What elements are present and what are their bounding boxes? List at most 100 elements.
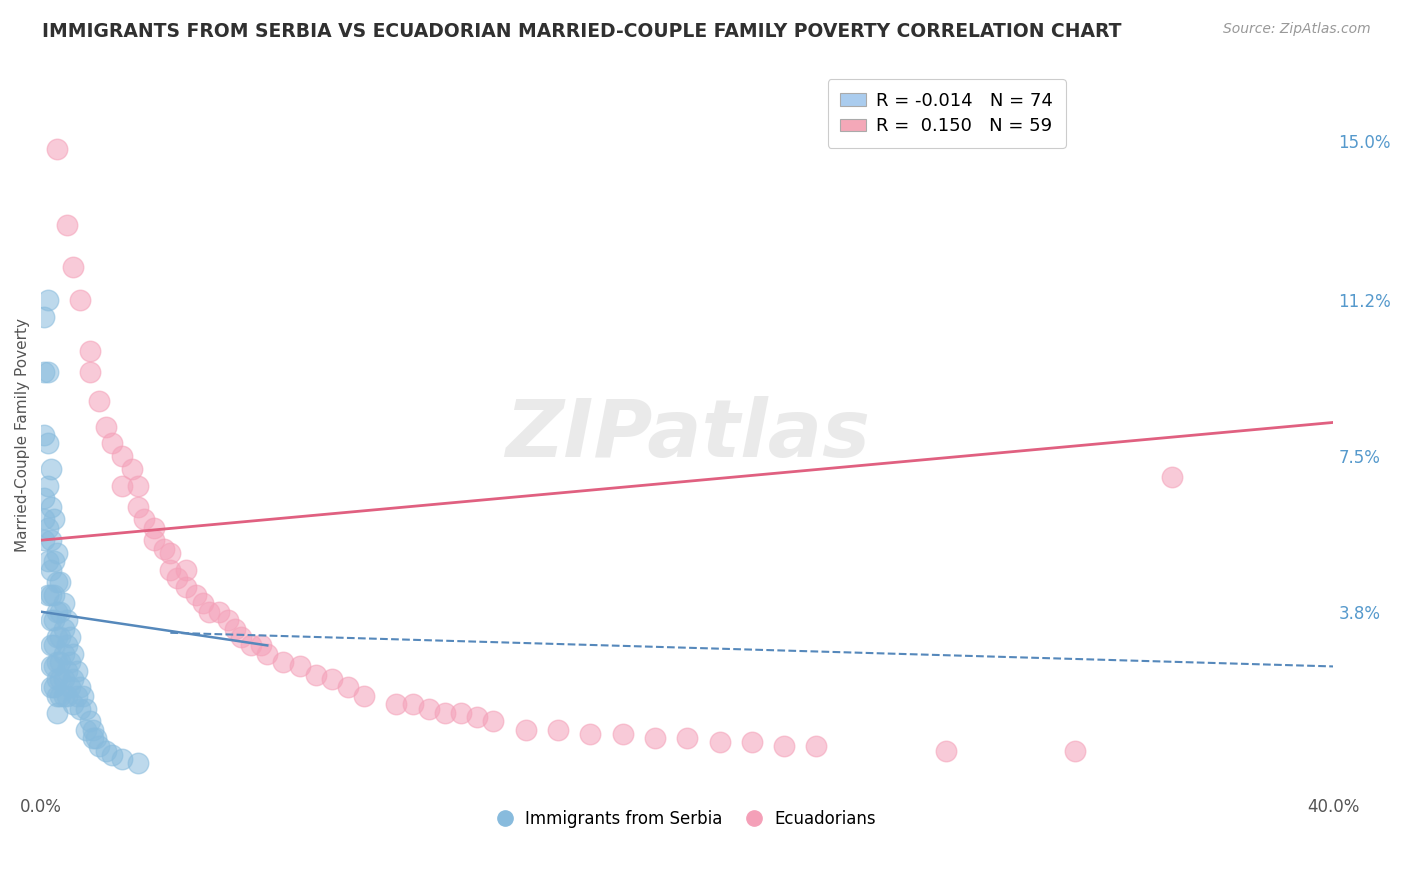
Point: [127, 500, 149, 514]
Point: [39, 659, 62, 673]
Point: [52, 596, 75, 610]
Point: [82, 731, 104, 745]
Point: [515, 723, 537, 737]
Point: [37, 365, 59, 379]
Point: [75, 723, 97, 737]
Point: [79, 365, 101, 379]
Point: [37, 588, 59, 602]
Point: [49, 605, 72, 619]
Point: [101, 436, 124, 450]
Point: [34, 491, 56, 505]
Point: [56, 689, 79, 703]
Point: [37, 436, 59, 450]
Point: [59, 630, 82, 644]
Point: [46, 142, 69, 156]
Point: [39, 681, 62, 695]
Point: [39, 500, 62, 514]
Point: [127, 478, 149, 492]
Point: [37, 554, 59, 568]
Point: [34, 428, 56, 442]
Point: [1064, 743, 1087, 757]
Point: [159, 563, 181, 577]
Point: [288, 659, 311, 673]
Point: [191, 596, 214, 610]
Point: [208, 605, 231, 619]
Point: [34, 512, 56, 526]
Point: [153, 541, 176, 556]
Point: [134, 512, 156, 526]
Point: [401, 698, 423, 712]
Point: [75, 701, 97, 715]
Point: [46, 575, 69, 590]
Point: [935, 743, 957, 757]
Point: [143, 520, 166, 534]
Point: [111, 478, 134, 492]
Point: [69, 681, 91, 695]
Point: [49, 630, 72, 644]
Point: [52, 689, 75, 703]
Point: [39, 563, 62, 577]
Point: [49, 655, 72, 669]
Point: [101, 747, 124, 762]
Point: [111, 449, 134, 463]
Point: [127, 756, 149, 771]
Point: [143, 533, 166, 548]
Point: [612, 727, 634, 741]
Text: Source: ZipAtlas.com: Source: ZipAtlas.com: [1223, 22, 1371, 37]
Text: ZIPatlas: ZIPatlas: [505, 396, 870, 474]
Point: [79, 343, 101, 358]
Y-axis label: Married-Couple Family Poverty: Married-Couple Family Poverty: [15, 318, 30, 552]
Point: [676, 731, 699, 745]
Point: [39, 639, 62, 653]
Point: [433, 706, 456, 720]
Point: [111, 752, 134, 766]
Point: [42, 659, 65, 673]
Point: [46, 655, 69, 669]
Point: [321, 672, 343, 686]
Point: [52, 622, 75, 636]
Point: [418, 701, 440, 715]
Legend: Immigrants from Serbia, Ecuadorians: Immigrants from Serbia, Ecuadorians: [492, 803, 883, 834]
Point: [56, 664, 79, 678]
Point: [52, 647, 75, 661]
Point: [806, 739, 828, 754]
Point: [741, 735, 763, 749]
Point: [249, 639, 271, 653]
Point: [465, 710, 488, 724]
Point: [176, 580, 198, 594]
Point: [42, 554, 65, 568]
Point: [56, 218, 79, 232]
Point: [198, 605, 221, 619]
Point: [337, 681, 360, 695]
Point: [46, 546, 69, 560]
Point: [42, 613, 65, 627]
Point: [773, 739, 796, 754]
Point: [66, 664, 89, 678]
Point: [273, 655, 295, 669]
Point: [62, 672, 84, 686]
Point: [39, 613, 62, 627]
Point: [159, 546, 181, 560]
Point: [176, 563, 198, 577]
Point: [46, 672, 69, 686]
Point: [62, 647, 84, 661]
Point: [52, 672, 75, 686]
Point: [166, 571, 188, 585]
Point: [46, 706, 69, 720]
Point: [94, 743, 117, 757]
Point: [49, 689, 72, 703]
Point: [547, 723, 569, 737]
Point: [34, 365, 56, 379]
Point: [121, 461, 143, 475]
Point: [79, 714, 101, 728]
Point: [42, 639, 65, 653]
Point: [42, 512, 65, 526]
Point: [46, 689, 69, 703]
Point: [59, 681, 82, 695]
Point: [62, 260, 84, 274]
Point: [94, 419, 117, 434]
Point: [62, 698, 84, 712]
Point: [39, 533, 62, 548]
Point: [709, 735, 731, 749]
Point: [34, 310, 56, 325]
